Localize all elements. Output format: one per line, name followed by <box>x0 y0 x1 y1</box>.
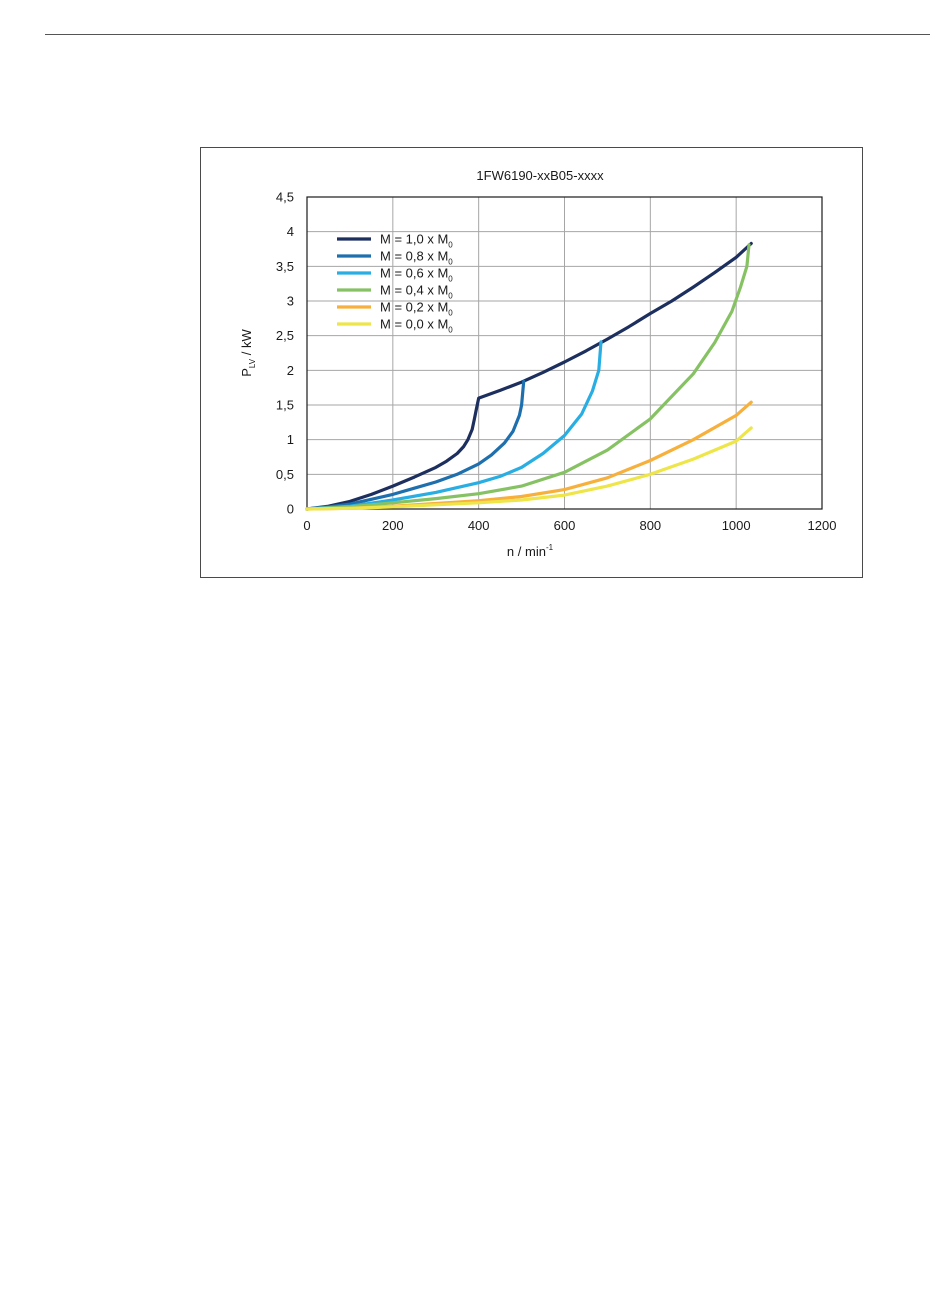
y-tick-label: 4 <box>287 224 294 239</box>
x-tick-label: 200 <box>382 518 404 533</box>
y-axis-label: PLV / kW <box>239 329 257 377</box>
series-line <box>305 241 753 511</box>
y-tick-label: 3 <box>287 294 294 309</box>
legend-label-main: M = 0,0 x M <box>380 317 448 332</box>
y-tick-label: 2,5 <box>276 328 294 343</box>
x-tick-label: 1000 <box>722 518 751 533</box>
series-line <box>305 243 751 511</box>
y-tick-label: 0,5 <box>276 467 294 482</box>
y-tick-label: 2 <box>287 363 294 378</box>
series-line <box>305 379 526 511</box>
series-line <box>305 340 603 511</box>
y-tick-labels: 0 0,5 1 1,5 2 2,5 3 3,5 4 4,5 <box>276 190 294 517</box>
series-line <box>305 426 753 511</box>
x-tick-labels: 0 200 400 600 800 1000 1200 <box>303 518 836 533</box>
x-tick-label: 400 <box>468 518 490 533</box>
chart-frame <box>200 147 863 578</box>
legend-label-sub: 0 <box>448 309 453 318</box>
y-tick-label: 1 <box>287 432 294 447</box>
x-tick-label: 1200 <box>808 518 837 533</box>
legend-label-main: M = 0,6 x M <box>380 266 448 281</box>
legend-label: M = 0,0 x M0 <box>380 317 453 335</box>
legend-label-sub: 0 <box>448 275 453 284</box>
x-tick-label: 800 <box>639 518 661 533</box>
x-axis-label: n / min-1 <box>507 543 554 559</box>
legend-label: M = 0,6 x M0 <box>380 266 453 284</box>
plot-area-border <box>306 196 823 510</box>
chart-title: 1FW6190-xxB05-xxxx <box>476 168 604 183</box>
legend-label: M = 0,2 x M0 <box>380 300 453 318</box>
x-tick-label: 600 <box>554 518 576 533</box>
y-axis-label-sub: LV <box>248 358 257 368</box>
legend-label: M = 0,8 x M0 <box>380 249 453 267</box>
x-axis-label-main: n / min <box>507 544 546 559</box>
legend-label-sub: 0 <box>448 241 453 250</box>
y-tick-label: 4,5 <box>276 190 294 205</box>
legend-label-sub: 0 <box>448 326 453 335</box>
y-tick-label: 3,5 <box>276 259 294 274</box>
grid-layer <box>306 196 823 510</box>
legend-label-main: M = 0,8 x M <box>380 249 448 264</box>
legend-label: M = 1,0 x M0 <box>380 232 453 250</box>
legend-label-sub: 0 <box>448 292 453 301</box>
y-tick-label: 1,5 <box>276 398 294 413</box>
legend-label-main: M = 1,0 x M <box>380 232 448 247</box>
legend-label-sub: 0 <box>448 258 453 267</box>
legend-label-main: M = 0,4 x M <box>380 283 448 298</box>
legend-label-main: M = 0,2 x M <box>380 300 448 315</box>
y-axis-label-main: P <box>239 368 254 377</box>
y-tick-label: 0 <box>287 502 294 517</box>
legend-label: M = 0,4 x M0 <box>380 283 453 301</box>
top-rule <box>45 34 930 35</box>
series-layer <box>305 241 753 511</box>
x-tick-label: 0 <box>303 518 310 533</box>
y-axis-label-rest: / kW <box>239 329 254 359</box>
legend: M = 1,0 x M0M = 0,8 x M0M = 0,6 x M0M = … <box>337 232 453 335</box>
x-axis-label-sup: -1 <box>546 543 554 552</box>
